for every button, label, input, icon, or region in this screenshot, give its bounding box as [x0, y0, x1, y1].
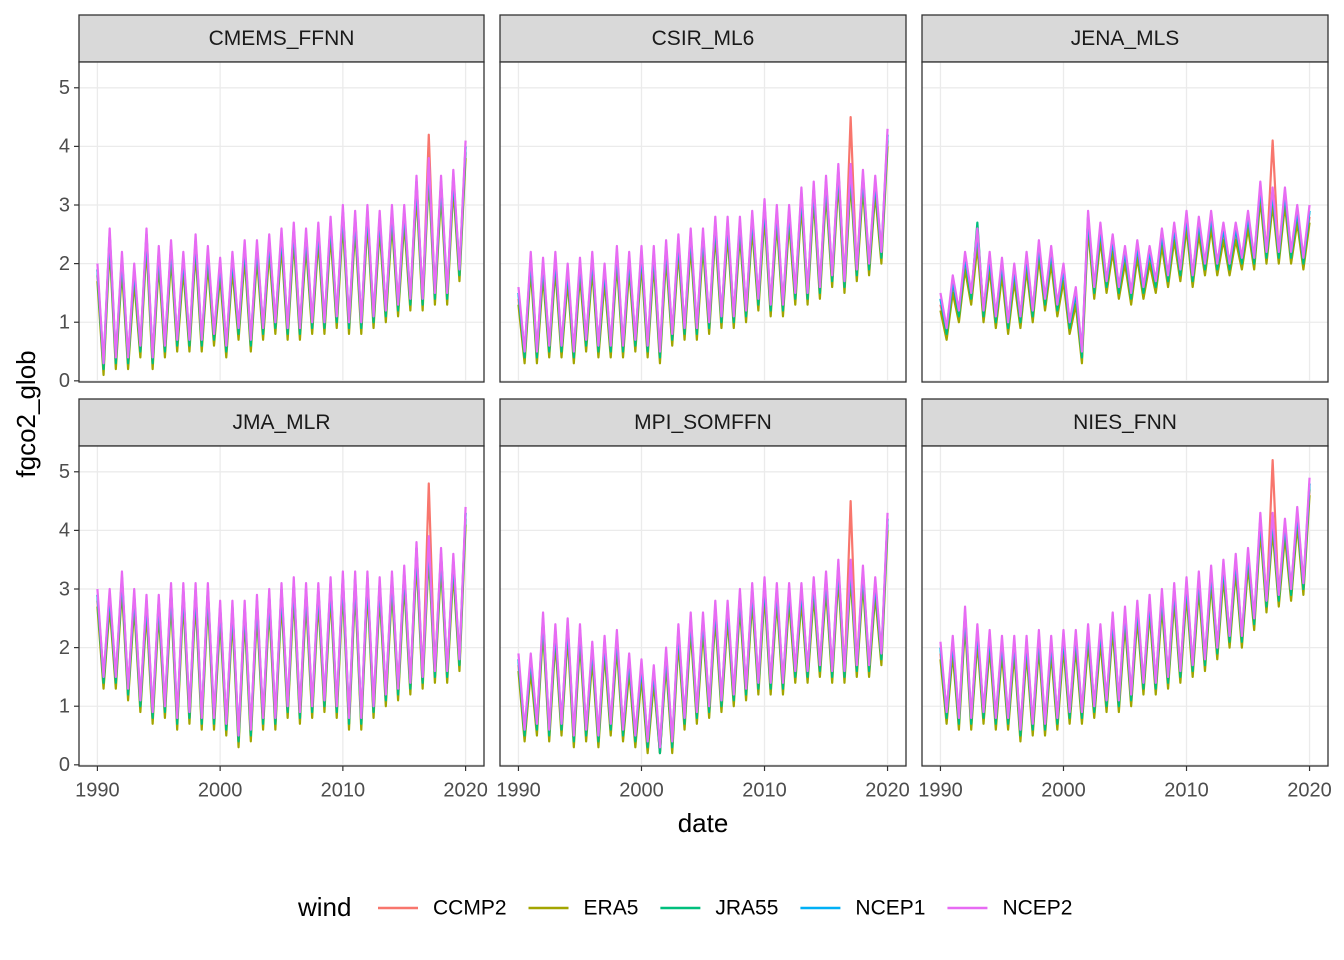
legend-label: NCEP1	[855, 897, 925, 920]
y-tick-label: 0	[59, 754, 70, 776]
x-tick-label: 2020	[443, 779, 488, 801]
panel: CMEMS_FFNN 0 1 2 3 4 5	[59, 14, 485, 392]
y-tick-label: 3	[59, 194, 70, 216]
series-group	[96, 482, 467, 749]
y-tick-label: 3	[59, 578, 70, 600]
panel: JENA_MLS	[921, 14, 1329, 383]
x-tick-label: 2010	[321, 779, 366, 801]
x-tick-label: 1990	[496, 779, 541, 801]
x-tick-label: 2010	[742, 779, 787, 801]
panel: MPI_SOMFFN 1990 2000 2010 2020	[496, 398, 910, 801]
facet-title: CSIR_ML6	[652, 27, 755, 50]
panel: NIES_FNN 1990 2000 2010 2020	[918, 398, 1332, 801]
y-tick-label: 1	[59, 696, 70, 718]
facet-title: JENA_MLS	[1071, 27, 1180, 50]
legend-label: JRA55	[715, 897, 778, 920]
panel: JMA_MLR 0 1 2 3 4 5 1990 2000 2010 2020	[59, 398, 488, 801]
facet-title: CMEMS_FFNN	[209, 27, 355, 50]
panels: CMEMS_FFNN 0 1 2 3 4 5 CSIR_ML6 JENA_MLS JMA_MLR 0…	[59, 14, 1332, 801]
legend-label: CCMP2	[433, 897, 507, 920]
plot-background	[79, 62, 484, 382]
facet-strip	[921, 14, 1329, 63]
series-line	[517, 512, 889, 749]
y-tick-label: 4	[59, 520, 70, 542]
plot-background	[500, 446, 906, 766]
series-line	[939, 180, 1311, 353]
plot-background	[922, 62, 1328, 382]
x-tick-label: 1990	[75, 779, 120, 801]
facet-title: JMA_MLR	[232, 411, 330, 434]
series-group	[517, 115, 889, 365]
facet-strip	[499, 14, 907, 63]
series-group	[517, 499, 889, 755]
legend-label: NCEP2	[1002, 897, 1072, 920]
series-line	[517, 128, 889, 353]
y-tick-label: 4	[59, 136, 70, 158]
panel-border	[78, 445, 485, 767]
facet-strip	[78, 398, 485, 447]
facet-strip	[499, 398, 907, 447]
panel-border	[921, 445, 1329, 767]
facet-strip	[78, 14, 485, 63]
series-group	[939, 139, 1311, 365]
x-tick-label: 2020	[865, 779, 910, 801]
x-axis-title: date	[678, 808, 729, 838]
y-tick-label: 5	[59, 461, 70, 483]
panel-border	[921, 61, 1329, 383]
facet-title: MPI_SOMFFN	[634, 411, 772, 434]
series-line	[939, 198, 1311, 365]
series-line	[96, 140, 467, 365]
series-group	[939, 458, 1311, 743]
y-tick-label: 2	[59, 637, 70, 659]
y-tick-label: 2	[59, 253, 70, 275]
y-tick-label: 1	[59, 312, 70, 334]
facet-title: NIES_FNN	[1073, 411, 1177, 434]
series-line	[96, 506, 467, 737]
x-tick-label: 2000	[619, 779, 664, 801]
y-tick-label: 5	[59, 77, 70, 99]
series-group	[96, 133, 467, 377]
x-tick-label: 2000	[1041, 779, 1086, 801]
legend: CCMP2 ERA5 JRA55 NCEP1 NCEP2	[378, 897, 1072, 920]
series-line	[939, 477, 1311, 731]
x-tick-label: 2010	[1164, 779, 1209, 801]
x-tick-label: 2000	[198, 779, 243, 801]
panel: CSIR_ML6	[499, 14, 907, 383]
y-tick-label: 0	[59, 370, 70, 392]
panel-border	[78, 61, 485, 383]
legend-title: wind	[297, 892, 351, 922]
plot-background	[500, 62, 906, 382]
x-tick-label: 2020	[1287, 779, 1332, 801]
legend-label: ERA5	[584, 897, 639, 920]
y-axis-title: fgco2_glob	[11, 350, 41, 477]
panel-border	[499, 61, 907, 383]
facet-strip	[921, 398, 1329, 447]
x-tick-label: 1990	[918, 779, 963, 801]
panel-border	[499, 445, 907, 767]
